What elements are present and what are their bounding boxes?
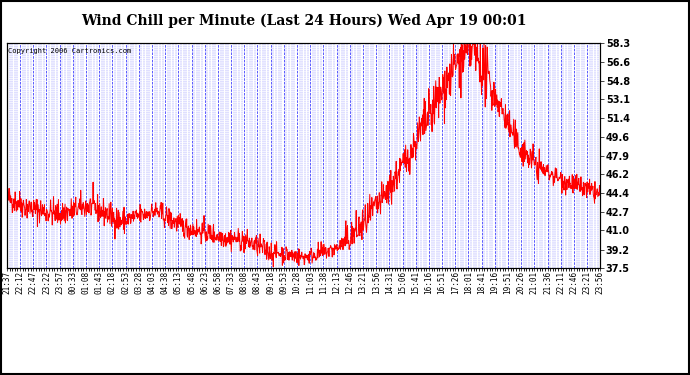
Text: Wind Chill per Minute (Last 24 Hours) Wed Apr 19 00:01: Wind Chill per Minute (Last 24 Hours) We… — [81, 13, 526, 27]
Text: Copyright 2006 Cartronics.com: Copyright 2006 Cartronics.com — [8, 48, 131, 54]
